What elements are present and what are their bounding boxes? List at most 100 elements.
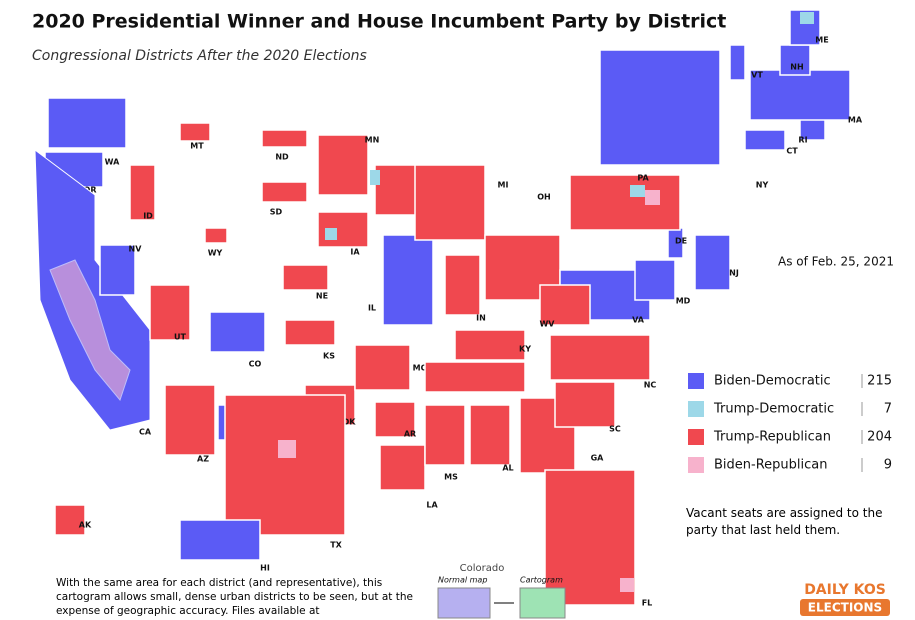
legend-label: Trump-Democratic <box>713 402 834 417</box>
legend-label: Trump-Republican <box>713 430 831 445</box>
district-accent <box>325 228 337 240</box>
state-label: RI <box>798 136 807 145</box>
district-accent <box>800 12 814 24</box>
state-shape <box>54 504 86 536</box>
logo-line1: DAILY KOS <box>804 582 886 598</box>
state-label: NE <box>316 292 328 301</box>
state-shape <box>569 174 681 231</box>
state-shape <box>129 164 156 221</box>
state-label: AR <box>404 430 416 439</box>
state-shape <box>454 329 526 361</box>
state-shape <box>549 334 651 381</box>
state-shape <box>179 519 261 561</box>
state-shape <box>261 181 308 203</box>
inset-normal: Normal map <box>438 576 487 585</box>
as-of: As of Feb. 25, 2021 <box>778 255 894 269</box>
state-label: WY <box>208 249 223 258</box>
state-label: SC <box>609 425 621 434</box>
state-shape <box>282 264 329 291</box>
state-shape <box>729 44 746 81</box>
footnote: With the same area for each district (an… <box>56 577 413 620</box>
state-label: ID <box>143 212 153 221</box>
state-label: OH <box>537 193 551 202</box>
district-accent <box>630 185 645 197</box>
state-shape <box>749 69 851 121</box>
map: WAORCAIDNVMTWYUTAZCONMNDSDNEKSOKTXMNIAMO… <box>34 9 863 608</box>
state-label: MT <box>190 142 204 151</box>
state-label: KY <box>519 345 531 354</box>
legend-label: Biden-Republican <box>714 458 827 473</box>
state-label: CA <box>139 428 152 437</box>
state-label: MI <box>498 181 509 190</box>
state-label: HI <box>260 564 270 573</box>
state-label: NC <box>644 381 657 390</box>
state-shape <box>261 129 308 148</box>
state-shape <box>209 311 266 353</box>
state-label: DE <box>675 237 687 246</box>
state-label: UT <box>174 333 186 342</box>
state-label: AK <box>79 521 92 530</box>
state-shape <box>634 259 676 301</box>
state-shape <box>414 164 486 241</box>
vacant-note: Vacant seats are assigned to the party t… <box>686 506 882 537</box>
state-shape <box>317 134 369 196</box>
state-shape <box>554 381 616 428</box>
state-label: IA <box>350 248 360 257</box>
state-label: OR <box>84 186 97 195</box>
state-label: MN <box>365 136 380 145</box>
inset-cartogram-map <box>519 587 566 619</box>
subtitle: Congressional Districts After the 2020 E… <box>32 48 367 64</box>
state-shape <box>164 384 216 456</box>
state-shape <box>382 234 434 326</box>
state-shape <box>694 234 731 291</box>
legend-swatch <box>688 457 704 473</box>
title: 2020 Presidential Winner and House Incum… <box>32 11 726 33</box>
state-shape <box>539 284 591 326</box>
district-accent <box>620 578 634 592</box>
state-label: NH <box>790 63 803 72</box>
state-label: IL <box>368 304 376 313</box>
state-label: TX <box>330 541 342 550</box>
state-label: SD <box>270 208 283 217</box>
state-label: MA <box>848 116 863 125</box>
state-shape <box>149 284 191 341</box>
state-shape <box>284 319 336 346</box>
state-shape <box>47 97 127 149</box>
state-shape <box>354 344 411 391</box>
state-label: CT <box>786 147 798 156</box>
legend-swatch <box>688 373 704 389</box>
state-label: KS <box>323 352 335 361</box>
state-shape <box>744 129 786 151</box>
state-shape <box>424 361 526 393</box>
legend-count: 204 <box>867 430 892 445</box>
state-label: VA <box>632 316 645 325</box>
state-shape <box>779 44 811 76</box>
state-label: FL <box>642 599 653 608</box>
district-accent <box>370 170 380 185</box>
state-shape <box>469 404 511 466</box>
state-label: CO <box>249 360 262 369</box>
state-label: OK <box>343 418 357 427</box>
state-shape <box>49 259 131 402</box>
state-label: ND <box>275 153 289 162</box>
district-accent <box>278 440 296 458</box>
state-label: AZ <box>197 455 209 464</box>
state-label: ME <box>815 36 828 45</box>
legend-count: 7 <box>884 402 892 417</box>
logo-line2: ELECTIONS <box>808 601 882 615</box>
legend-swatch <box>688 429 704 445</box>
legend-count: 9 <box>884 458 892 473</box>
inset-normal-map <box>437 587 491 619</box>
state-label: MD <box>676 297 691 306</box>
state-label: LA <box>426 501 438 510</box>
state-shape <box>224 394 346 536</box>
state-shape <box>34 148 151 431</box>
legend: Biden-Democratic 215 Trump-Democratic 7 Trum… <box>688 373 892 473</box>
state-shape <box>374 164 421 216</box>
state-label: WV <box>539 320 555 329</box>
legend-swatch <box>688 401 704 417</box>
state-label: IN <box>476 314 486 323</box>
state-label: VT <box>751 71 763 80</box>
footnote-text: With the same area for each district (an… <box>56 577 413 620</box>
state-label: MO <box>413 364 428 373</box>
